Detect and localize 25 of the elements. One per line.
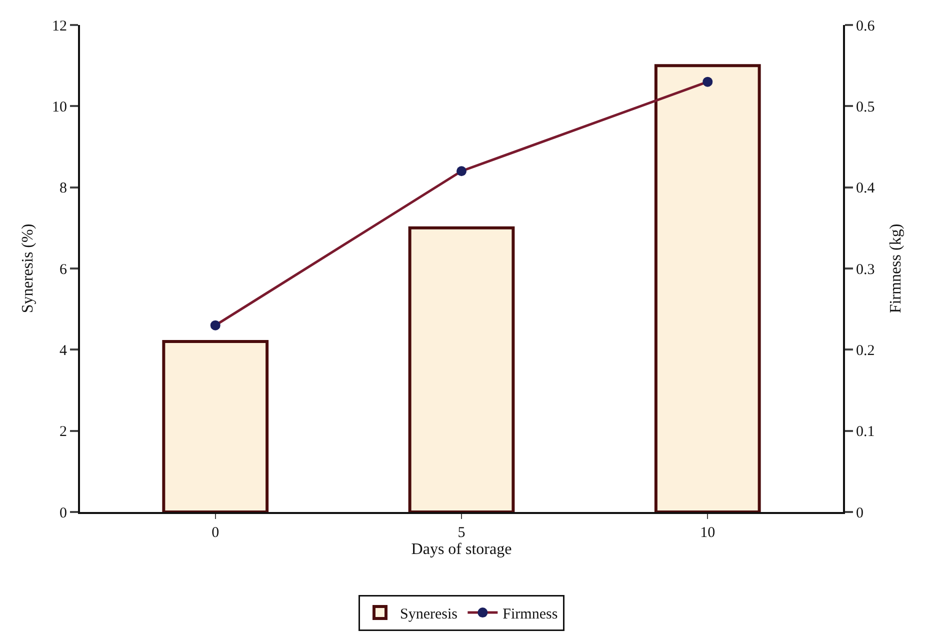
y2-tick-label: 0 [856, 505, 864, 522]
y-axis-title: Syneresis (%) [19, 224, 36, 314]
y-tick-label: 0 [60, 505, 67, 522]
y2-tick-label: 0.4 [856, 180, 876, 197]
y2-tick-label: 0.1 [856, 424, 875, 440]
y2-axis-title: Firmness (kg) [887, 224, 904, 314]
y-tick-label: 4 [60, 342, 68, 359]
bar [408, 226, 515, 512]
legend-label: Firmness [502, 606, 558, 622]
y2-tick-label: 0.2 [856, 342, 875, 359]
legend-label: Syneresis [400, 606, 458, 622]
y-tick-label: 6 [60, 262, 68, 278]
y-tick-label: 2 [60, 424, 67, 440]
y2-tick-label: 0.3 [856, 262, 875, 278]
x-axis-title: Days of storage [411, 541, 512, 558]
bar [162, 340, 269, 512]
x-tick-label: 0 [212, 525, 220, 541]
y2-tick-label: 0.6 [856, 18, 876, 34]
x-tick-label: 5 [458, 525, 466, 541]
y-tick-label: 12 [52, 18, 67, 34]
y2-tick-label: 0.5 [856, 99, 875, 116]
y-tick-label: 8 [60, 180, 67, 197]
y-tick-label: 10 [52, 99, 67, 116]
bar [654, 64, 761, 512]
x-tick-label: 10 [700, 525, 716, 541]
